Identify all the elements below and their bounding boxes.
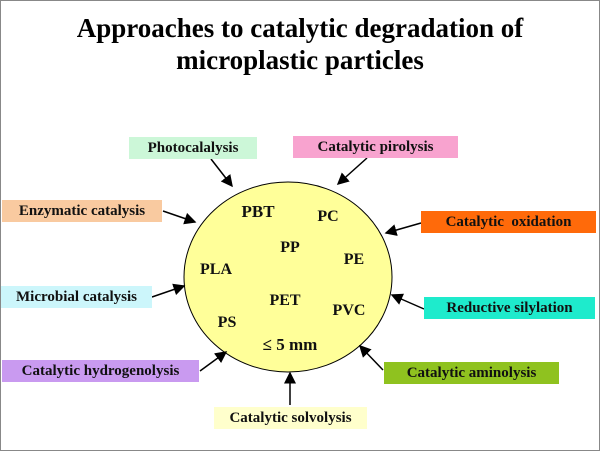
approach-catalytic-aminolysis: Catalytic aminolysis — [384, 362, 559, 384]
arrow-silylation — [390, 293, 425, 310]
polymer-label: PVC — [332, 302, 366, 319]
polymer-label: PE — [343, 251, 365, 268]
arrow-hydrogenolysis — [199, 351, 228, 372]
diagram-title: Approaches to catalytic degradation of m… — [0, 12, 600, 76]
size-label: ≤ 5 mm — [262, 335, 318, 354]
approach-catalytic-hydrogenolysis: Catalytic hydrogenolysis — [2, 360, 199, 382]
approach-catalytic-pirolysis: Catalytic pirolysis — [293, 136, 458, 158]
approach-catalytic-solvolysis: Catalytic solvolysis — [214, 407, 367, 429]
arrow-enzymatic — [162, 210, 197, 225]
polymer-label: PLA — [200, 261, 232, 278]
arrow-aminolysis — [358, 344, 384, 371]
arrow-pirolysis — [336, 157, 368, 186]
approach-reductive-silylation: Reductive silylation — [424, 297, 595, 319]
title-line-2: microplastic particles — [176, 45, 424, 75]
approach-photocalalysis: Photocalalysis — [129, 137, 257, 159]
approach-enzymatic-catalysis: Enzymatic catalysis — [2, 200, 162, 222]
title-line-1: Approaches to catalytic degradation of — [76, 13, 524, 43]
polymer-label: PBT — [241, 202, 275, 221]
arrow-photocalalysis — [210, 158, 233, 188]
polymer-label: PP — [280, 239, 300, 256]
arrow-microbial — [151, 283, 186, 298]
polymer-label: PET — [269, 292, 301, 309]
polymer-label: PS — [217, 314, 237, 331]
approach-microbial-catalysis: Microbial catalysis — [1, 286, 152, 308]
polymer-label: PC — [317, 208, 339, 225]
arrow-oxidation — [384, 222, 422, 236]
approach-catalytic-oxidation: Catalytic oxidation — [421, 211, 596, 233]
